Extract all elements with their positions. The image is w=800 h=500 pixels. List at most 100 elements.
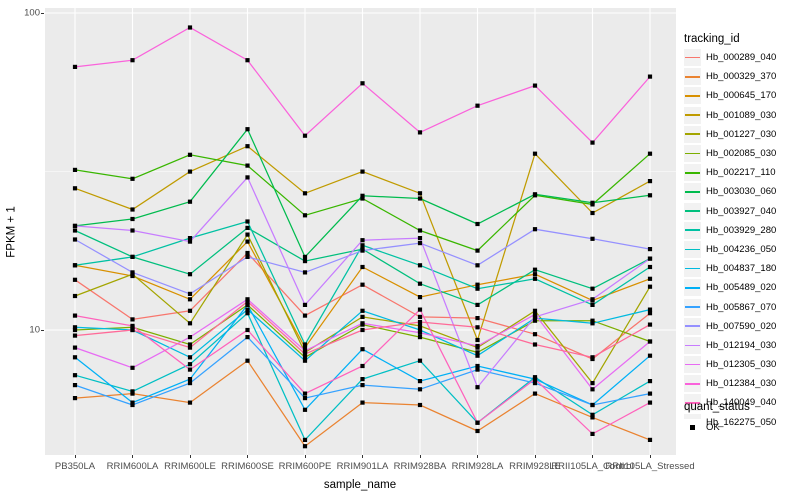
legend-key-swatch (684, 145, 701, 163)
legend-item-label: Hb_140049_040 (706, 397, 777, 409)
legend-key-swatch (684, 164, 701, 182)
data-point (647, 307, 653, 312)
legend-item-label: Hb_162275_050 (706, 416, 777, 428)
data-point (302, 358, 308, 363)
legend-key-swatch (684, 317, 701, 335)
legend-item-Hb_140049_040: Hb_140049_040 (684, 393, 776, 412)
data-point (647, 284, 653, 289)
data-point (360, 282, 365, 287)
data-point (72, 345, 78, 350)
x-tick-label: RRIM600LE (164, 461, 216, 472)
legend-key-swatch (684, 68, 701, 86)
legend-item-label: Hb_000289_040 (706, 52, 777, 64)
x-tick-label: RRIM928LA (451, 461, 504, 472)
data-point (590, 387, 595, 392)
x-tick-mark (362, 455, 363, 458)
data-point (475, 316, 480, 321)
data-point (245, 311, 250, 316)
data-point (475, 350, 480, 355)
data-point (302, 396, 308, 401)
data-point (130, 270, 135, 275)
legend-key-swatch (684, 49, 701, 67)
data-point (532, 192, 538, 197)
legend-item-label: Hb_004236_050 (706, 243, 777, 255)
data-point (302, 313, 308, 318)
data-point (187, 367, 193, 372)
data-point (590, 286, 595, 291)
data-point (245, 254, 250, 259)
data-point (590, 318, 595, 323)
legend-item-label: Hb_012194_030 (706, 339, 777, 351)
quant-status-item-list: OK (684, 418, 720, 437)
x-tick-mark (534, 455, 536, 458)
data-point (187, 321, 193, 326)
legend-key-swatch (684, 87, 701, 105)
legend-key-swatch (684, 106, 701, 124)
legend-item-label: Hb_001089_030 (706, 109, 777, 121)
data-point (302, 191, 308, 196)
data-point (532, 342, 538, 347)
y-axis-title: FPKM + 1 (5, 206, 18, 258)
data-point (475, 302, 480, 307)
data-point (187, 236, 193, 241)
data-point (417, 379, 423, 384)
x-tick-label: RRII105LA_Control (551, 461, 634, 472)
data-point (475, 325, 480, 330)
data-point (72, 383, 78, 388)
data-point (532, 227, 538, 232)
data-point (417, 314, 423, 319)
data-point (475, 367, 480, 372)
data-point (72, 237, 78, 242)
legend-key-swatch (684, 375, 701, 393)
data-point (245, 232, 250, 237)
data-point (130, 254, 135, 259)
data-point (130, 327, 135, 333)
x-tick-mark (592, 455, 593, 458)
data-point (532, 314, 538, 319)
legend-item-label: Hb_001227_030 (706, 128, 777, 140)
x-tick-label: RRIM928LE (509, 461, 561, 472)
data-point (187, 335, 193, 340)
legend-key-swatch (684, 202, 701, 220)
data-point (417, 191, 423, 196)
data-point (302, 407, 308, 412)
legend-item-Hb_005867_070: Hb_005867_070 (684, 297, 776, 316)
legend-item-Hb_003929_280: Hb_003929_280 (684, 221, 776, 240)
data-point (360, 264, 365, 270)
data-point (475, 363, 480, 369)
data-point (647, 311, 653, 316)
x-tick-label: RRIM600LA (106, 461, 159, 472)
data-point (532, 381, 538, 386)
data-point (475, 282, 480, 287)
data-point (187, 169, 193, 174)
data-point (130, 176, 135, 181)
x-tick-label: RRIM600PE (278, 461, 332, 472)
data-point (647, 437, 653, 442)
data-point (187, 362, 193, 367)
data-point (302, 254, 308, 259)
data-point (475, 343, 480, 349)
data-point (72, 373, 78, 378)
data-point (245, 299, 250, 304)
data-point (647, 74, 653, 79)
legend-key-swatch (684, 279, 701, 297)
x-tick-mark (247, 455, 248, 458)
data-point (417, 236, 423, 241)
data-point (72, 277, 78, 282)
legend-item-label: Hb_000329_370 (706, 71, 777, 83)
data-point (245, 225, 250, 230)
data-point (72, 333, 78, 338)
data-point (302, 259, 308, 264)
data-point (187, 152, 193, 157)
legend-item-list: Hb_000289_040 Hb_000329_370 Hb_000645_170 H… (684, 48, 776, 432)
data-point (532, 318, 538, 323)
data-point (187, 272, 193, 277)
x-tick-mark (304, 455, 306, 458)
data-point (647, 179, 653, 184)
data-point (130, 323, 135, 328)
data-point (647, 151, 653, 156)
legend-item-Hb_003030_060: Hb_003030_060 (684, 182, 776, 201)
data-point (475, 221, 480, 227)
data-point (130, 216, 135, 222)
